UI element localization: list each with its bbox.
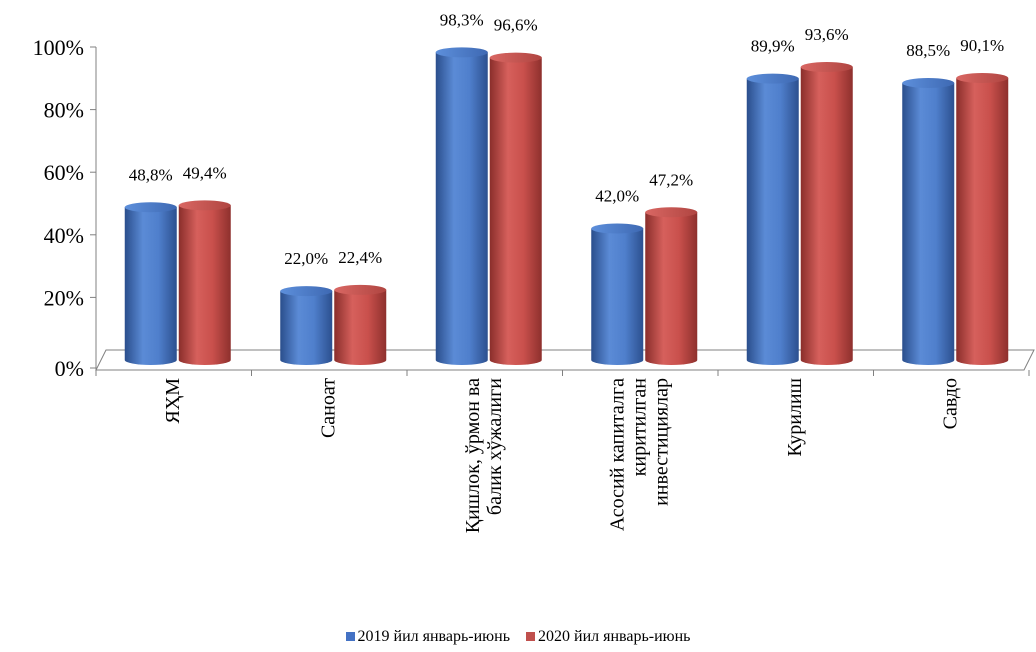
- bar-s0-c4: [746, 78, 799, 365]
- data-label-s1-c3: 47,2%: [649, 170, 693, 189]
- chart-floor: [95, 349, 1035, 371]
- bar-cap-s0-c3: [591, 223, 644, 234]
- y-tick-label-2: 40%: [44, 223, 84, 248]
- bar-s0-c1: [280, 291, 333, 365]
- bar-s1-c5: [956, 77, 1009, 365]
- bar-cap-s1-c2: [489, 52, 542, 63]
- bar-cap-s1-c0: [178, 200, 231, 211]
- y-tick-label-3: 60%: [44, 160, 84, 185]
- data-label-s0-c5: 88,5%: [906, 41, 950, 60]
- category-label-5-line-0: Савдо: [939, 378, 961, 429]
- y-tick-label-4: 80%: [44, 98, 84, 123]
- bar-s1-c3: [645, 212, 698, 365]
- category-label-0: ЯҲМ: [162, 378, 184, 424]
- label-layer: 48,8% 49,4% ЯҲМ 22,0% 22,4% Саноат 98,3% 96,6% Қ…: [129, 10, 1004, 533]
- bar-cap-s0-c4: [746, 73, 799, 84]
- category-label-3: Асосий капиталга киритилган инвестициялар: [606, 378, 672, 531]
- bar-cap-s0-c1: [280, 286, 333, 297]
- data-label-s0-c4: 89,9%: [751, 37, 795, 56]
- category-label-2-line-1: балик хўжалиги: [484, 378, 506, 515]
- bar-s1-c2: [489, 57, 542, 365]
- bar-cap-s1-c3: [645, 207, 698, 218]
- data-label-s1-c2: 96,6%: [494, 16, 538, 35]
- bar-cap-s1-c1: [334, 284, 387, 295]
- legend-item-2020: 2020 йил январь-июнь: [526, 628, 690, 646]
- legend: 2019 йил январь-июнь 2020 йил январь-июн…: [0, 628, 1036, 646]
- y-tick-label-0: 0%: [55, 356, 84, 381]
- category-label-3-line-1: киритилган: [628, 378, 650, 477]
- category-label-4: Курилиш: [784, 377, 806, 456]
- bar-s1-c4: [800, 67, 853, 365]
- bar-cap-s0-c0: [124, 202, 177, 213]
- data-label-s0-c1: 22,0%: [284, 249, 328, 268]
- category-label-5: Савдо: [939, 378, 961, 429]
- bar-cap-s1-c5: [956, 72, 1009, 83]
- bar-cap-s1-c4: [800, 62, 853, 73]
- legend-swatch-2020: [526, 632, 535, 641]
- data-label-s0-c2: 98,3%: [440, 10, 484, 29]
- data-label-s0-c3: 42,0%: [595, 187, 639, 206]
- bar-s0-c2: [435, 52, 488, 366]
- category-label-0-line-0: ЯҲМ: [162, 378, 184, 424]
- category-label-4-line-0: Курилиш: [784, 377, 806, 456]
- bar-cap-s0-c2: [435, 47, 488, 58]
- category-label-2-line-0: Қишлок, ўрмон ва: [462, 378, 484, 533]
- data-label-s1-c5: 90,1%: [960, 36, 1004, 55]
- bar-layer: [124, 47, 1009, 366]
- category-label-1: Саноат: [317, 378, 339, 438]
- legend-label-2019: 2019 йил январь-июнь: [357, 628, 510, 645]
- bar-s1-c0: [178, 205, 231, 365]
- bar-s0-c0: [124, 207, 177, 365]
- bar-s0-c3: [591, 228, 644, 365]
- legend-swatch-2019: [345, 632, 355, 641]
- data-label-s1-c0: 49,4%: [183, 163, 227, 182]
- legend-item-2019: 2019 йил январь-июнь: [345, 628, 510, 646]
- data-label-s1-c4: 93,6%: [805, 25, 849, 44]
- category-label-2: Қишлок, ўрмон ва балик хўжалиги: [462, 378, 506, 534]
- category-label-1-line-0: Саноат: [317, 378, 339, 438]
- y-tick-label-5: 100%: [33, 35, 84, 60]
- bar-s0-c5: [902, 82, 955, 366]
- data-label-s1-c1: 22,4%: [338, 248, 382, 267]
- data-label-s0-c0: 48,8%: [129, 165, 173, 184]
- category-label-3-line-2: инвестициялар: [650, 378, 672, 506]
- bar-cap-s0-c5: [902, 77, 955, 88]
- legend-label-2020: 2020 йил январь-июнь: [538, 628, 691, 645]
- y-tick-label-1: 20%: [44, 285, 84, 310]
- bar-s1-c1: [334, 289, 387, 365]
- category-label-3-line-0: Асосий капиталга: [606, 378, 628, 531]
